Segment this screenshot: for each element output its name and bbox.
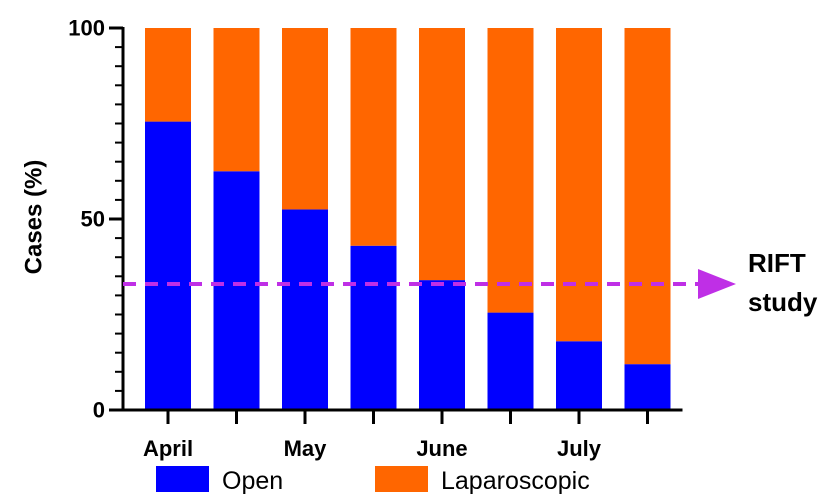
bar-laparoscopic-4 (419, 28, 465, 281)
bar-open-5 (487, 312, 534, 410)
bar-open-3 (350, 245, 397, 410)
bars-group (145, 28, 671, 410)
y-tick-label: 100 (68, 16, 105, 41)
bar-open-0 (145, 121, 191, 410)
bar-open-2 (282, 209, 328, 410)
y-axis-title: Cases (%) (20, 160, 47, 275)
legend-label-open: Open (222, 467, 283, 494)
y-tick-label: 50 (81, 207, 105, 232)
reference-label-line2: study (748, 287, 818, 317)
bar-open-4 (419, 280, 465, 410)
reference-annotation: RIFT study (748, 248, 818, 317)
legend-swatch-open (156, 466, 209, 492)
x-tick-label: May (284, 436, 328, 461)
bar-laparoscopic-5 (487, 28, 534, 313)
y-tick-label: 0 (93, 398, 105, 423)
bar-laparoscopic-3 (350, 28, 397, 246)
x-tick-label: July (557, 436, 602, 461)
axes-group: 0 50 100 April May June July (68, 16, 683, 461)
bar-open-6 (556, 341, 602, 410)
bar-laparoscopic-7 (624, 28, 671, 365)
reference-arrow (698, 268, 736, 299)
bar-open-7 (624, 364, 671, 410)
x-tick-label: June (416, 436, 467, 461)
legend: Open Laparoscopic (156, 466, 590, 494)
legend-swatch-laparoscopic (375, 466, 428, 492)
bar-laparoscopic-6 (556, 28, 602, 342)
x-tick-label: April (143, 436, 193, 461)
reference-line-group (123, 268, 736, 299)
legend-label-laparoscopic: Laparoscopic (441, 467, 590, 494)
bar-laparoscopic-1 (213, 28, 260, 172)
reference-label-line1: RIFT (748, 248, 806, 278)
bar-open-1 (213, 171, 260, 410)
bar-laparoscopic-0 (145, 28, 191, 122)
bar-laparoscopic-2 (282, 28, 328, 210)
